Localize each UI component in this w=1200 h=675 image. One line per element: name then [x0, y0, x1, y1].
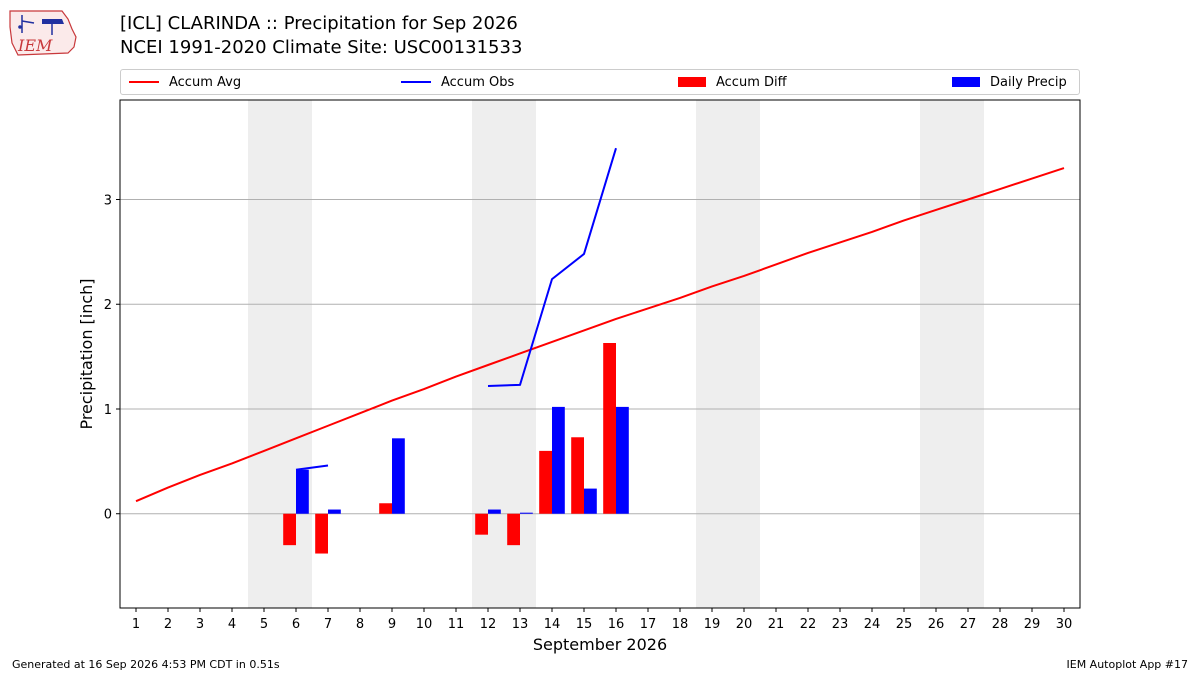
accum-diff-bar: [315, 513, 328, 554]
x-tick-label: 16: [608, 617, 625, 632]
accum-obs-line: [487, 147, 617, 387]
legend-label: Accum Diff: [716, 74, 787, 90]
x-axis-label: September 2026: [533, 635, 667, 654]
x-tick-label: 27: [960, 617, 977, 632]
daily-precip-bar: [296, 469, 309, 514]
x-tick-label: 11: [448, 617, 465, 632]
legend-item-accum-diff: Accum Diff: [678, 70, 787, 94]
y-tick-label: 1: [104, 403, 112, 418]
weekend-band: [248, 100, 312, 608]
x-tick-label: 8: [356, 617, 364, 632]
x-tick-label: 30: [1056, 617, 1073, 632]
accum-diff-bar: [539, 450, 552, 514]
app-credit: IEM Autoplot App #17: [1066, 658, 1189, 671]
generated-note: Generated at 16 Sep 2026 4:53 PM CDT in …: [12, 658, 280, 671]
chart-title: [ICL] CLARINDA :: Precipitation for Sep …: [120, 13, 518, 34]
logo-text: IEM: [17, 36, 53, 55]
x-tick-label: 7: [324, 617, 332, 632]
x-tick-label: 14: [544, 617, 561, 632]
daily-precip-bar: [552, 406, 565, 514]
legend-item-accum-obs: Accum Obs: [401, 70, 514, 94]
x-tick-label: 26: [928, 617, 945, 632]
accum-diff-bar: [571, 437, 584, 514]
y-axis-label: Precipitation [inch]: [77, 278, 96, 429]
accum-avg-line: [135, 167, 1065, 503]
chart-legend: Accum Avg Accum Obs Accum Diff Daily Pre…: [120, 69, 1080, 95]
accum-obs-line: [295, 464, 329, 471]
x-tick-label: 23: [832, 617, 849, 632]
y-gridlines: [120, 199, 1080, 515]
x-tick-label: 12: [480, 617, 497, 632]
bars: [283, 343, 629, 554]
weekend-band: [920, 100, 984, 608]
legend-item-accum-avg: Accum Avg: [129, 70, 241, 94]
legend-label: Daily Precip: [990, 74, 1067, 90]
y-tick-label: 2: [104, 298, 112, 313]
legend-item-daily-precip: Daily Precip: [952, 70, 1067, 94]
x-tick-label: 29: [1024, 617, 1041, 632]
x-tick-label: 3: [196, 617, 204, 632]
x-tick-label: 9: [388, 617, 396, 632]
x-tick-label: 2: [164, 617, 172, 632]
iem-logo: IEM: [9, 10, 77, 56]
x-tick-label: 18: [672, 617, 689, 632]
daily-precip-bar: [328, 509, 341, 514]
y-tick-label: 3: [104, 194, 112, 209]
accum-diff-bar: [507, 513, 520, 546]
legend-swatch: [129, 81, 159, 83]
x-tick-label: 20: [736, 617, 753, 632]
legend-label: Accum Obs: [441, 74, 515, 90]
accum-diff-bar: [379, 503, 392, 514]
daily-precip-bar: [488, 509, 501, 514]
x-tick-label: 19: [704, 617, 721, 632]
x-tick-label: 22: [800, 617, 817, 632]
x-tick-label: 1: [132, 617, 140, 632]
accum-diff-bar: [475, 513, 488, 535]
x-tick-label: 13: [512, 617, 529, 632]
x-tick-label: 17: [640, 617, 657, 632]
chart-subtitle: NCEI 1991-2020 Climate Site: USC00131533: [120, 37, 523, 58]
legend-swatch: [952, 77, 980, 87]
x-tick-label: 6: [292, 617, 300, 632]
daily-precip-bar: [392, 438, 405, 514]
x-tick-label: 15: [576, 617, 593, 632]
x-tick-label: 10: [416, 617, 433, 632]
x-tick-label: 5: [260, 617, 268, 632]
accum-diff-bar: [603, 343, 616, 514]
daily-precip-bar: [616, 406, 629, 514]
daily-precip-bar: [584, 488, 597, 514]
x-tick-label: 4: [228, 617, 236, 632]
x-tick-label: 24: [864, 617, 881, 632]
x-tick-label: 25: [896, 617, 913, 632]
legend-swatch: [401, 81, 431, 83]
weekend-band: [696, 100, 760, 608]
accum-diff-bar: [283, 513, 296, 546]
lines: [135, 147, 1065, 503]
legend-label: Accum Avg: [169, 74, 242, 90]
daily-precip-bar: [520, 512, 533, 514]
x-tick-label: 21: [768, 617, 785, 632]
y-tick-label: 0: [104, 508, 112, 523]
legend-swatch: [678, 77, 706, 87]
plot-frame: [119, 99, 1081, 609]
x-tick-label: 28: [992, 617, 1009, 632]
